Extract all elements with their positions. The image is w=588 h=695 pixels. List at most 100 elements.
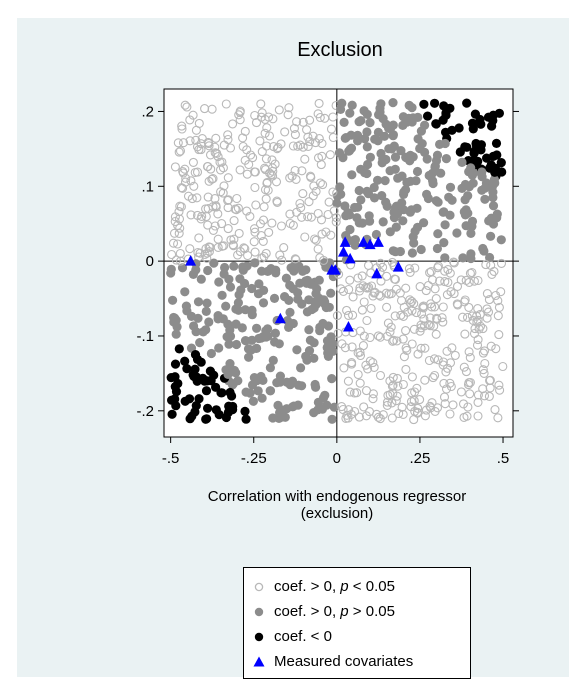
point-positive-insignificant: [489, 175, 499, 185]
legend-label: coef. > 0, p < 0.05: [274, 578, 395, 595]
point-positive-significant: [283, 110, 293, 120]
point-negative: [166, 373, 176, 383]
point-positive-significant: [208, 225, 218, 235]
scatter-chart: Exclusion -.5 -.25 0 .25 .5 -.2 -.1 0 .1 .2 Corre…: [136, 39, 519, 522]
point-positive-significant: [259, 251, 269, 262]
point-positive-significant: [347, 358, 357, 368]
point-positive-insignificant: [356, 195, 366, 205]
point-positive-significant: [411, 308, 421, 318]
point-positive-insignificant: [269, 293, 280, 303]
point-positive-significant: [223, 195, 233, 206]
point-negative: [211, 405, 221, 415]
point-positive-significant: [479, 368, 489, 378]
point-positive-insignificant: [193, 313, 203, 323]
point-positive-significant: [350, 406, 360, 417]
points-layer: [164, 89, 513, 437]
point-positive-insignificant: [488, 219, 499, 229]
point-positive-insignificant: [180, 287, 190, 297]
point-positive-significant: [315, 112, 325, 123]
point-positive-insignificant: [259, 332, 269, 342]
point-positive-significant: [185, 115, 195, 125]
legend-label: Measured covariates: [274, 653, 414, 670]
point-positive-significant: [186, 176, 196, 186]
point-positive-insignificant: [214, 343, 224, 353]
point-positive-insignificant: [478, 243, 488, 254]
point-positive-significant: [427, 302, 437, 312]
point-positive-significant: [398, 409, 408, 419]
point-positive-insignificant: [309, 338, 319, 348]
point-positive-significant: [429, 354, 440, 364]
point-positive-insignificant: [377, 158, 387, 168]
point-positive-significant: [297, 166, 307, 176]
point-positive-significant: [385, 327, 395, 337]
point-positive-significant: [221, 99, 231, 109]
point-positive-significant: [255, 219, 266, 229]
point-positive-insignificant: [354, 185, 364, 196]
point-positive-significant: [479, 346, 490, 356]
point-positive-significant: [251, 200, 261, 210]
point-positive-insignificant: [288, 284, 298, 294]
point-measured-covariate: [342, 320, 354, 332]
point-positive-significant: [174, 147, 184, 157]
point-positive-insignificant: [447, 195, 457, 205]
point-positive-insignificant: [252, 323, 262, 333]
point-positive-significant: [485, 376, 495, 386]
point-positive-significant: [439, 392, 450, 402]
y-tick-label: -.1: [136, 328, 154, 345]
point-positive-significant: [368, 358, 378, 368]
point-positive-insignificant: [225, 282, 236, 292]
point-positive-significant: [495, 385, 505, 395]
point-positive-significant: [326, 230, 336, 240]
point-positive-insignificant: [445, 182, 456, 192]
point-positive-significant: [277, 255, 287, 265]
point-positive-significant: [275, 250, 285, 260]
point-positive-insignificant: [365, 118, 375, 128]
point-positive-significant: [188, 110, 198, 120]
point-positive-significant: [441, 367, 451, 377]
point-measured-covariate: [274, 312, 286, 324]
point-positive-significant: [467, 267, 477, 278]
point-positive-insignificant: [196, 274, 206, 284]
point-positive-significant: [482, 304, 492, 314]
point-positive-insignificant: [195, 338, 205, 348]
point-positive-significant: [174, 214, 185, 224]
point-measured-covariate: [364, 238, 376, 250]
point-measured-covariate: [371, 267, 383, 279]
point-positive-significant: [374, 290, 384, 300]
point-negative: [228, 405, 238, 415]
point-positive-significant: [407, 372, 417, 382]
y-tick-label: .2: [141, 103, 154, 120]
point-negative: [180, 396, 190, 406]
point-positive-significant: [347, 342, 357, 352]
x-axis-label-sub: (exclusion): [301, 505, 374, 522]
point-positive-insignificant: [263, 324, 273, 334]
point-positive-significant: [300, 232, 310, 242]
point-positive-significant: [478, 365, 488, 375]
point-positive-significant: [420, 375, 430, 385]
point-positive-insignificant: [460, 195, 470, 205]
point-positive-significant: [314, 98, 324, 108]
point-positive-significant: [417, 309, 427, 319]
point-positive-significant: [375, 291, 385, 301]
point-positive-insignificant: [201, 306, 211, 316]
point-positive-significant: [331, 217, 341, 227]
point-positive-insignificant: [258, 375, 268, 385]
point-positive-insignificant: [364, 211, 374, 221]
point-positive-insignificant: [329, 402, 339, 412]
point-positive-significant: [328, 187, 338, 197]
point-positive-significant: [493, 311, 503, 321]
point-positive-significant: [251, 118, 262, 128]
point-positive-significant: [210, 194, 220, 204]
point-positive-significant: [168, 238, 179, 248]
point-positive-significant: [349, 388, 360, 398]
point-positive-insignificant: [233, 305, 244, 315]
point-positive-significant: [439, 378, 449, 388]
point-positive-insignificant: [250, 258, 260, 268]
point-positive-significant: [170, 216, 180, 227]
point-positive-insignificant: [274, 339, 284, 349]
point-positive-significant: [288, 220, 298, 230]
point-positive-insignificant: [236, 285, 246, 295]
point-positive-insignificant: [172, 322, 182, 332]
point-positive-significant: [494, 330, 504, 340]
point-positive-significant: [420, 343, 430, 353]
